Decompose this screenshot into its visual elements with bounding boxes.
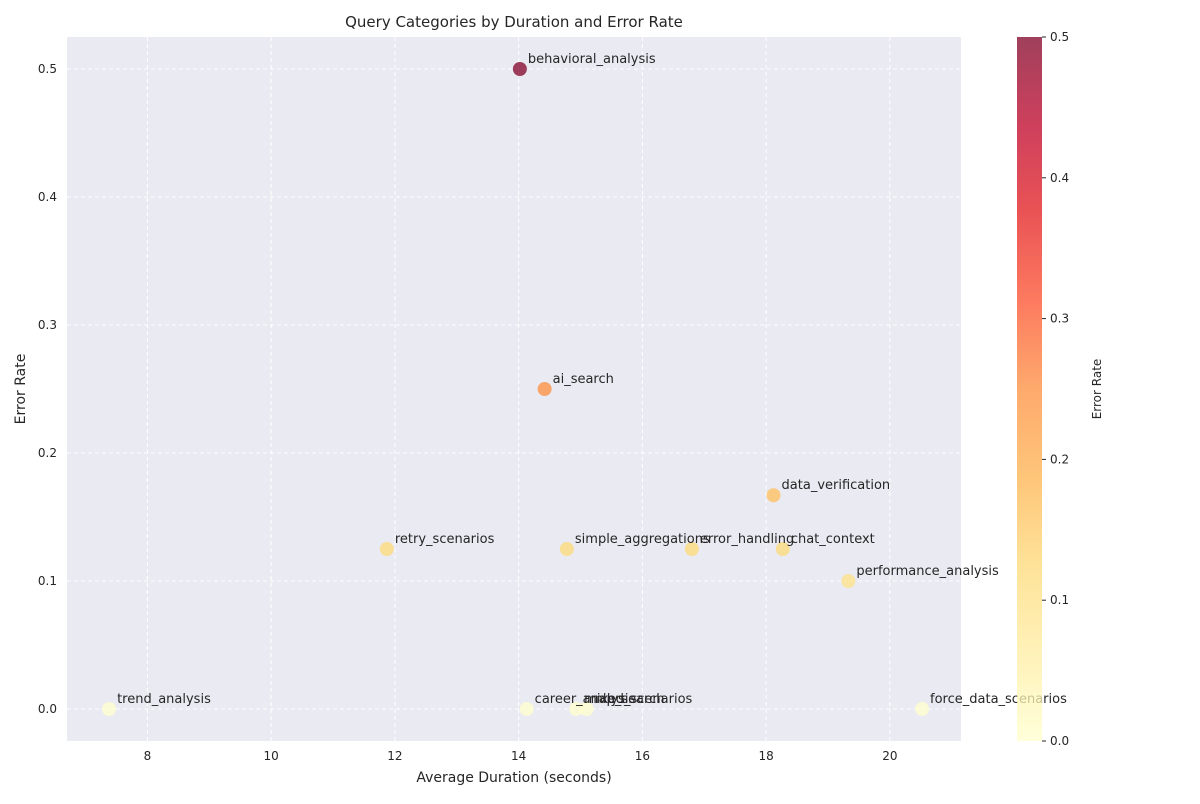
y-axis-ticks: 0.0 0.1 0.2 0.3 0.4 0.5 — [38, 62, 57, 716]
point-label: force_data_scenarios — [930, 692, 1067, 707]
data-point — [915, 702, 930, 716]
x-axis-ticks: 8 10 12 14 16 18 20 — [144, 749, 898, 763]
data-point — [379, 542, 394, 556]
colorbar — [1017, 37, 1042, 741]
data-point — [569, 702, 584, 716]
y-tick-label: 0.1 — [38, 574, 57, 588]
y-tick-label: 0.2 — [38, 446, 57, 460]
point-label: data_verification — [782, 478, 891, 493]
data-point — [512, 62, 527, 76]
colorbar-tick-label: 0.2 — [1050, 452, 1069, 466]
colorbar-tick-label: 0.0 — [1050, 734, 1069, 748]
data-points — [102, 62, 930, 716]
point-label: performance_analysis — [856, 564, 999, 579]
data-point — [766, 488, 781, 503]
point-label: career_analysis — [535, 692, 636, 707]
point-label: nlp_search — [595, 692, 665, 707]
y-axis-label: Error Rate — [13, 354, 29, 425]
data-point — [684, 542, 699, 556]
plot-background — [67, 37, 961, 741]
x-tick-label: 16 — [635, 749, 650, 763]
point-label: simple_aggregations — [575, 532, 710, 547]
point-label: mixed_scenarios — [584, 692, 692, 707]
y-tick-label: 0.3 — [38, 318, 57, 332]
colorbar-tick-label: 0.1 — [1050, 593, 1069, 607]
chart-title: Query Categories by Duration and Error R… — [345, 13, 683, 31]
point-label: behavioral_analysis — [528, 52, 656, 67]
data-point — [537, 382, 552, 396]
colorbar-tick-label: 0.3 — [1050, 312, 1069, 326]
point-label: retry_scenarios — [395, 532, 495, 547]
colorbar-tick-label: 0.4 — [1050, 171, 1069, 185]
colorbar-ticks: 0.0 0.1 0.2 0.3 0.4 0.5 — [1042, 30, 1069, 748]
point-label: error_handling — [700, 532, 794, 547]
x-axis-label: Average Duration (seconds) — [416, 770, 611, 786]
x-tick-label: 20 — [882, 749, 897, 763]
data-point — [102, 702, 117, 716]
grid-lines — [67, 37, 961, 741]
point-label: ai_search — [553, 372, 614, 387]
x-tick-label: 12 — [387, 749, 402, 763]
x-tick-label: 8 — [144, 749, 152, 763]
colorbar-tick-label: 0.5 — [1050, 30, 1069, 44]
colorbar-label: Error Rate — [1090, 359, 1104, 420]
y-tick-label: 0.4 — [38, 190, 57, 204]
x-tick-label: 10 — [264, 749, 279, 763]
x-tick-label: 14 — [511, 749, 526, 763]
data-point — [519, 702, 534, 716]
y-tick-label: 0.0 — [38, 702, 57, 716]
data-point — [559, 542, 574, 556]
y-tick-label: 0.5 — [38, 62, 57, 76]
point-label: chat_context — [791, 532, 875, 547]
data-point — [841, 574, 856, 588]
data-point — [579, 702, 594, 716]
x-tick-label: 18 — [758, 749, 773, 763]
data-point — [775, 542, 790, 556]
point-label: trend_analysis — [117, 692, 211, 707]
